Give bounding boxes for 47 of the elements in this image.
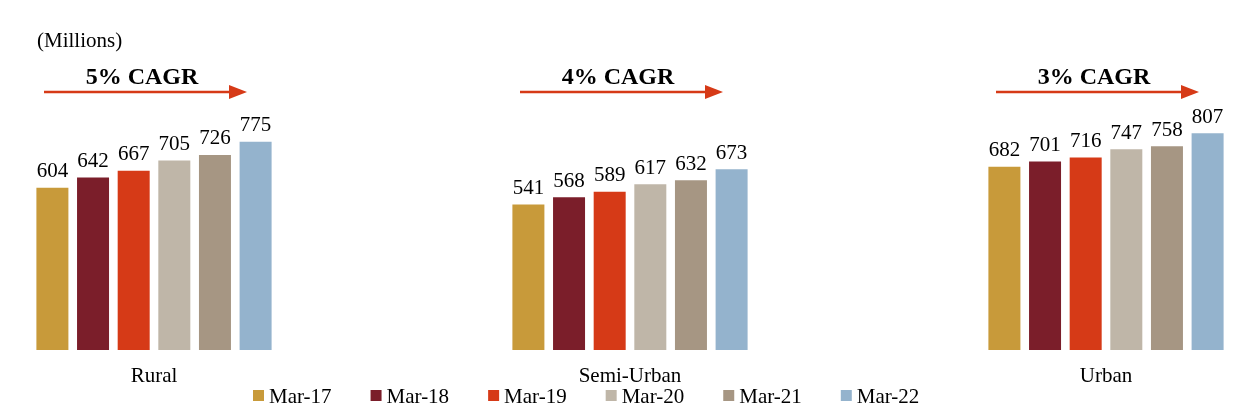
- bar: [36, 187, 69, 350]
- data-label: 701: [1029, 132, 1061, 157]
- bar: [512, 204, 545, 350]
- bar: [158, 160, 191, 350]
- legend-label: Mar-17: [269, 383, 332, 406]
- bar: [553, 197, 586, 350]
- bar: [593, 191, 626, 350]
- legend-label: Mar-18: [386, 383, 450, 406]
- x-tick-label: Urban: [1079, 362, 1133, 387]
- data-label: 726: [199, 125, 231, 150]
- data-label: 758: [1151, 116, 1183, 141]
- bar: [715, 169, 748, 350]
- x-tick-label: Rural: [130, 362, 178, 387]
- data-label: 617: [634, 154, 667, 179]
- data-label: 589: [593, 162, 626, 187]
- legend-label: Mar-19: [504, 383, 567, 406]
- bar: [674, 180, 707, 350]
- bar: [988, 166, 1021, 350]
- bar: [1110, 149, 1143, 350]
- bar: [239, 141, 272, 350]
- text: 5% CAGR: [85, 63, 199, 89]
- data-label: 642: [77, 147, 109, 172]
- bar: [1150, 146, 1183, 350]
- bar: [1069, 157, 1102, 350]
- data-label: 705: [158, 131, 191, 156]
- y-axis-title: (Millions): [37, 27, 123, 52]
- bar: [117, 170, 150, 350]
- data-label: 604: [36, 158, 69, 183]
- data-label: 673: [715, 139, 748, 164]
- text: 4% CAGR: [561, 63, 675, 89]
- data-label: 807: [1191, 103, 1224, 128]
- bar: [1191, 133, 1224, 350]
- data-label: 747: [1110, 119, 1143, 144]
- text: 3% CAGR: [1037, 63, 1151, 89]
- data-label: 667: [117, 141, 150, 166]
- data-label: 632: [675, 150, 707, 175]
- bar: [77, 177, 110, 350]
- legend-label: Mar-22: [856, 383, 920, 406]
- data-label: 716: [1069, 128, 1102, 153]
- data-label: 568: [553, 167, 585, 192]
- bar: [634, 184, 667, 350]
- data-label: 541: [512, 175, 545, 200]
- bar: [198, 154, 231, 350]
- data-label: 682: [988, 137, 1021, 162]
- bar: [1029, 161, 1062, 350]
- data-label: 775: [239, 112, 272, 137]
- legend-label: Mar-21: [739, 383, 802, 406]
